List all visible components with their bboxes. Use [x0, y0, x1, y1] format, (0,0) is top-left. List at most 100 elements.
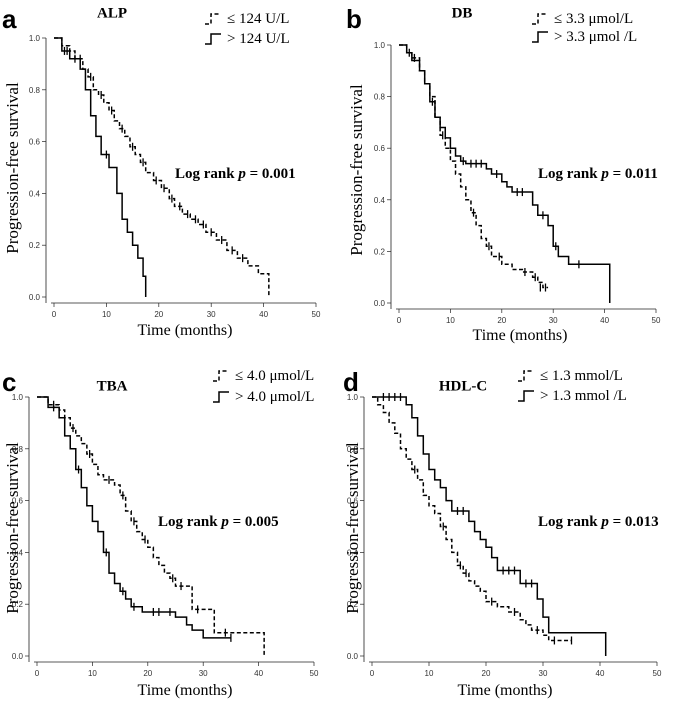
km-curve-dashed	[399, 44, 549, 289]
x-tick-label: 10	[102, 310, 111, 319]
y-axis-label: Progression-free survival	[343, 442, 362, 614]
km-panel-c: c TBA 0 10 20 30 40 50 0.0 0.2 0.4 0.6 0.8 1.0 Progres…	[2, 367, 319, 699]
y-tick-label: 0.4	[12, 548, 24, 557]
legend-swatch-dashed	[532, 13, 548, 25]
y-tick-label: 0.4	[29, 189, 41, 198]
x-tick-label: 30	[539, 669, 548, 678]
legend-label: > 4.0 μmol/L	[235, 389, 314, 405]
x-tick-label: 40	[259, 310, 268, 319]
y-tick-label: 1.0	[374, 41, 386, 50]
y-axis-label: Progression-free survival	[3, 82, 22, 254]
y-tick-label: 0.6	[374, 144, 386, 153]
x-tick-label: 30	[199, 669, 208, 678]
x-tick-label: 0	[397, 316, 402, 325]
x-tick-label: 20	[497, 316, 506, 325]
y-tick-label: 0.4	[347, 548, 359, 557]
y-tick-label: 0.0	[347, 652, 359, 661]
x-tick-label: 20	[154, 310, 163, 319]
legend-swatch-dashed	[205, 13, 221, 25]
x-axis-label: Time (months)	[473, 327, 568, 344]
logrank-value: = 0.011	[609, 166, 658, 182]
y-tick-label: 0.6	[347, 497, 359, 506]
legend-swatch-solid	[532, 31, 548, 43]
x-tick-label: 10	[88, 669, 97, 678]
km-curve-dashed	[372, 396, 572, 642]
x-tick-label: 40	[600, 316, 609, 325]
y-tick-label: 0.0	[374, 299, 386, 308]
x-tick-label: 0	[370, 669, 375, 678]
legend-label: > 1.3 mmol /L	[540, 388, 627, 404]
legend-label: ≤ 4.0 μmol/L	[235, 368, 314, 384]
panel-title: TBA	[97, 378, 128, 394]
x-tick-label: 40	[254, 669, 263, 678]
x-tick-label: 20	[143, 669, 152, 678]
x-tick-label: 10	[446, 316, 455, 325]
legend-swatch-solid	[518, 390, 534, 402]
km-panel-b: b DB 0 10 20 30 40 50 0.0 0.2 0.4 0.6 0.8 1.0 Progress…	[346, 4, 661, 344]
x-tick-label: 50	[310, 669, 319, 678]
km-curve-solid	[54, 37, 147, 297]
legend-swatch-solid	[205, 33, 221, 45]
km-curve-solid	[399, 44, 611, 303]
y-tick-label: 0.6	[29, 138, 41, 147]
x-tick-label: 50	[653, 669, 662, 678]
legend-label: > 124 U/L	[227, 31, 290, 47]
logrank-value: = 0.013	[609, 514, 659, 530]
panel-letter: a	[2, 4, 17, 34]
logrank-prefix: Log rank	[538, 514, 601, 530]
logrank-p: p	[599, 166, 609, 182]
legend-swatch-dashed	[213, 370, 229, 382]
legend-label: ≤ 1.3 mmol/L	[540, 368, 623, 384]
y-tick-label: 0.8	[347, 445, 359, 454]
km-panel-d: d HDL-C 0 10 20 30 40 50 0.0 0.2 0.4 0.6 0.8 1.0 Progr…	[343, 367, 662, 699]
y-tick-label: 0.4	[374, 196, 386, 205]
legend-label: > 3.3 μmol /L	[554, 29, 637, 45]
y-tick-label: 0.0	[29, 293, 41, 302]
panel-letter: d	[343, 367, 359, 397]
y-tick-label: 1.0	[347, 393, 359, 402]
km-curve-solid	[372, 396, 607, 656]
logrank-annotation: Log rank p = 0.005	[158, 514, 279, 530]
km-curve-dashed	[54, 37, 270, 297]
panel-title: ALP	[97, 5, 127, 21]
panel-letter: b	[346, 4, 362, 34]
panel-letter: c	[2, 367, 16, 397]
logrank-prefix: Log rank	[538, 166, 601, 182]
x-tick-label: 50	[652, 316, 661, 325]
km-curve-dashed	[37, 396, 265, 656]
y-tick-label: 0.2	[29, 241, 41, 250]
x-tick-label: 50	[312, 310, 321, 319]
x-tick-label: 30	[549, 316, 558, 325]
x-tick-label: 10	[425, 669, 434, 678]
x-tick-label: 40	[596, 669, 605, 678]
y-tick-label: 0.0	[12, 652, 24, 661]
logrank-prefix: Log rank	[158, 514, 221, 530]
panel-title: DB	[452, 5, 473, 21]
y-tick-label: 1.0	[12, 393, 24, 402]
logrank-p: p	[236, 166, 246, 182]
logrank-prefix: Log rank	[175, 166, 238, 182]
km-panel-a: a ALP 0 10 20 30 40 50 0.0 0.2 0.4 0.6 0.8 1.0 Progres…	[2, 4, 321, 339]
logrank-p: p	[599, 514, 609, 530]
y-axis-label: Progression-free survival	[347, 84, 366, 256]
y-tick-label: 0.2	[374, 247, 386, 256]
x-tick-label: 0	[35, 669, 40, 678]
legend-swatch-solid	[213, 391, 229, 403]
x-tick-label: 30	[207, 310, 216, 319]
x-tick-label: 0	[52, 310, 57, 319]
y-tick-label: 0.8	[29, 86, 41, 95]
logrank-annotation: Log rank p = 0.013	[538, 514, 659, 530]
logrank-value: = 0.001	[246, 166, 296, 182]
y-axis-label: Progression-free survival	[3, 442, 22, 614]
logrank-p: p	[219, 514, 229, 530]
legend-label: ≤ 124 U/L	[227, 11, 289, 27]
y-tick-label: 0.6	[12, 497, 24, 506]
x-axis-label: Time (months)	[458, 682, 553, 699]
y-tick-label: 0.2	[347, 600, 359, 609]
y-tick-label: 1.0	[29, 34, 41, 43]
y-tick-label: 0.2	[12, 600, 24, 609]
y-tick-label: 0.8	[374, 93, 386, 102]
y-tick-label: 0.8	[12, 445, 24, 454]
x-axis-label: Time (months)	[138, 682, 233, 699]
